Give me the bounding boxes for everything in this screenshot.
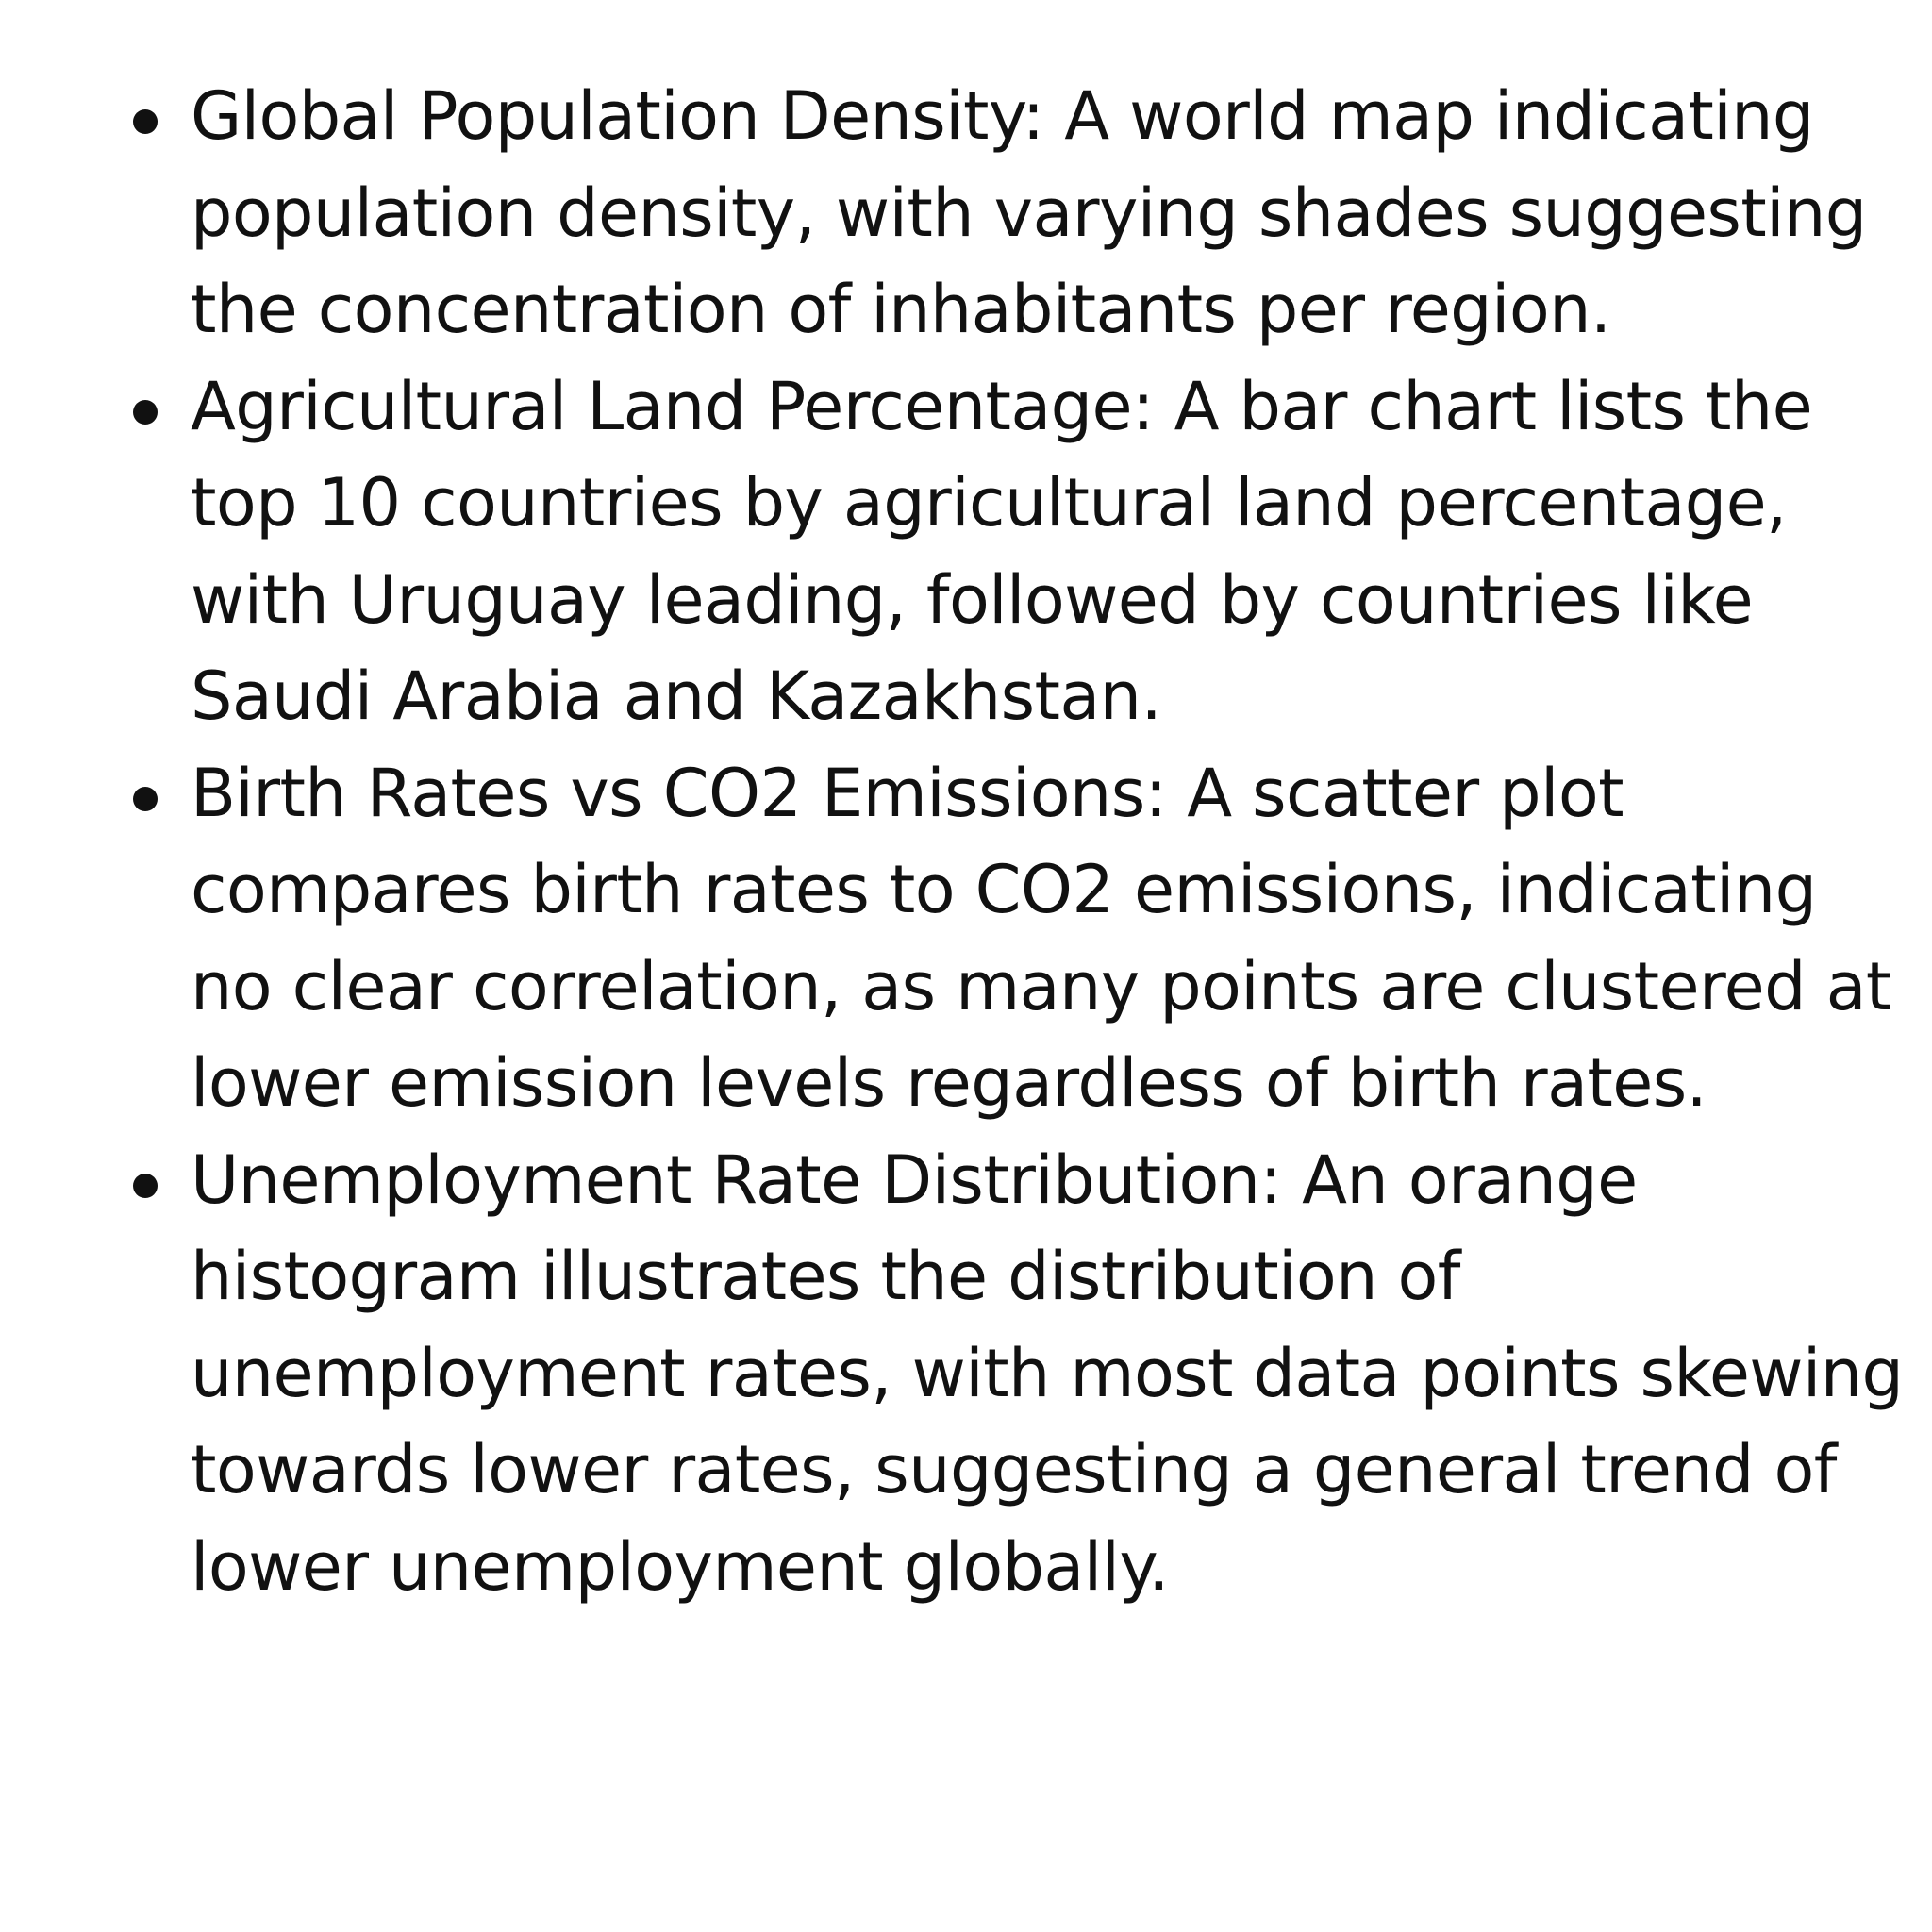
text-line: no clear correlation, as many points are… xyxy=(191,947,1891,1025)
bullet-text: Birth Rates vs CO2 Emissions: A scatter … xyxy=(191,745,1917,1132)
text-line: Global Population Density: A world map i… xyxy=(191,77,1814,155)
text-line: histogram illustrates the distribution o… xyxy=(191,1238,1460,1315)
bullet-icon xyxy=(133,1173,158,1198)
text-line: Birth Rates vs CO2 Emissions: A scatter … xyxy=(191,754,1624,832)
text-line: population density, with varying shades … xyxy=(191,174,1867,252)
bullet-icon xyxy=(133,786,158,811)
text-line: Unemployment Rate Distribution: An orang… xyxy=(191,1141,1638,1219)
text-line: lower unemployment globally. xyxy=(191,1527,1170,1606)
text-line: unemployment rates, with most data point… xyxy=(191,1334,1904,1412)
list-item: Agricultural Land Percentage: A bar char… xyxy=(0,358,1932,745)
text-line: the concentration of inhabitants per reg… xyxy=(191,271,1611,348)
text-line: Saudi Arabia and Kazakhstan. xyxy=(191,658,1162,735)
text-line: towards lower rates, suggesting a genera… xyxy=(191,1431,1837,1508)
bullet-text: Unemployment Rate Distribution: An orang… xyxy=(191,1132,1917,1616)
bullet-text: Global Population Density: A world map i… xyxy=(191,68,1917,358)
bullet-list: Global Population Density: A world map i… xyxy=(0,68,1932,1615)
bullet-text: Agricultural Land Percentage: A bar char… xyxy=(191,358,1917,745)
text-line: Agricultural Land Percentage: A bar char… xyxy=(191,367,1813,445)
bullet-icon xyxy=(133,109,158,134)
list-item: Global Population Density: A world map i… xyxy=(0,68,1932,358)
text-line: lower emission levels regardless of birt… xyxy=(191,1044,1707,1122)
text-line: with Uruguay leading, followed by countr… xyxy=(191,560,1754,639)
list-item: Unemployment Rate Distribution: An orang… xyxy=(0,1132,1932,1616)
bullet-icon xyxy=(133,399,158,425)
text-line: compares birth rates to CO2 emissions, i… xyxy=(191,851,1817,928)
list-item: Birth Rates vs CO2 Emissions: A scatter … xyxy=(0,745,1932,1132)
text-line: top 10 countries by agricultural land pe… xyxy=(191,464,1787,541)
